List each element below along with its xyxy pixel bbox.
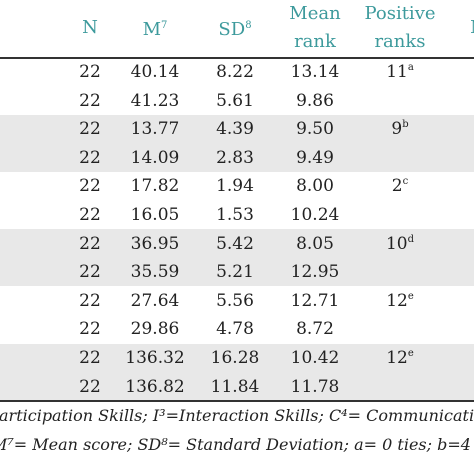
superscript: a: [407, 62, 414, 73]
table-cell: 9.50: [296, 119, 334, 140]
table-cell: 5.61: [216, 90, 254, 111]
table-cell: 16.05: [130, 205, 180, 225]
header-rule: [0, 57, 474, 59]
table-cell: 22: [79, 205, 101, 225]
table-cell: 35.59: [130, 262, 180, 283]
table-cell: 5.42: [216, 233, 254, 254]
table-cell: 9b: [391, 119, 408, 139]
table-cell: 22: [79, 376, 101, 397]
header-cell: Positive ranks: [355, 0, 445, 56]
header-cell: SD8: [218, 12, 251, 44]
table-cell: 12.95: [290, 262, 340, 283]
table-cell: 12e: [386, 291, 414, 311]
table-cell: 8.22: [216, 62, 254, 82]
table-cell: 27.64: [130, 290, 180, 311]
table-cell: 12.71: [290, 290, 340, 311]
superscript: d: [407, 233, 415, 245]
footnote: M⁷= Mean score; SD⁸= Standard Deviation;…: [0, 435, 474, 454]
cell-text: 12: [386, 290, 408, 311]
superscript: c: [402, 176, 409, 188]
superscript: 7: [161, 20, 168, 31]
table-cell: 136.82: [125, 376, 185, 397]
table-cell: 1.53: [216, 205, 254, 225]
superscript: b: [402, 119, 409, 131]
table-cell: 4.78: [216, 319, 254, 340]
table-cell: 22: [79, 147, 101, 168]
row-band: [0, 114, 474, 172]
table-cell: 36.95: [130, 233, 180, 254]
table-cell: 29.86: [130, 319, 180, 340]
cell-text: N: [470, 17, 474, 38]
cell-text: 12: [386, 348, 408, 368]
table-cell: 8.05: [296, 233, 334, 254]
row-band: [0, 229, 474, 287]
header-cell: Mean rank: [270, 0, 360, 56]
table-cell: 4.39: [216, 119, 254, 140]
table-cell: 41.23: [130, 90, 180, 111]
table-cell: 10.24: [290, 205, 340, 225]
table-cell: 16.28: [210, 348, 260, 368]
table-cell: 22: [79, 348, 101, 368]
table-cell: 22: [79, 119, 101, 140]
table-cell: 22: [79, 319, 101, 340]
cell-text: SD: [218, 19, 246, 40]
table-cell: 1.94: [216, 176, 254, 197]
table-cell: 8.00: [296, 176, 334, 197]
table-cell: 14.09: [130, 147, 180, 168]
table-cell: 40.14: [130, 62, 180, 82]
superscript: 8: [245, 20, 252, 31]
cell-text: Mean rank: [289, 3, 341, 52]
table-cell: 8.72: [296, 319, 334, 340]
cell-text: 11: [386, 62, 408, 82]
table-cell: 136.32: [125, 348, 185, 368]
cell-text: 10: [385, 233, 408, 254]
cell-text: N: [82, 17, 98, 38]
bottom-rule: [0, 400, 474, 403]
table-cell: 5.56: [216, 290, 254, 311]
table-cell: 11.78: [290, 376, 340, 397]
table-cell: 13.77: [130, 119, 180, 140]
cell-text: 9: [391, 119, 403, 140]
cell-text: Positive ranks: [364, 3, 436, 52]
table-cell: 22: [79, 290, 101, 311]
table-cell: 11.84: [210, 376, 260, 397]
table-cell: 17.82: [130, 176, 180, 197]
table-cell: 2.83: [216, 147, 254, 168]
table-cell: 11a: [386, 62, 414, 82]
superscript: e: [407, 290, 414, 302]
table-cell: 9.49: [296, 147, 334, 168]
header-cell: N: [82, 14, 98, 42]
table-cell: 10d: [386, 234, 414, 254]
table-cell: 22: [79, 233, 101, 254]
table-cell: 2c: [392, 176, 408, 196]
table-cell: 13.14: [290, 62, 340, 82]
header-cell: M7: [143, 12, 168, 44]
cell-text: M: [142, 19, 162, 40]
footnote: articipation Skills; I³=Interaction Skil…: [0, 406, 474, 425]
header-cell: N: [433, 14, 474, 42]
table-cell: 22: [79, 262, 101, 283]
table-cell: 22: [79, 90, 101, 111]
table-cell: 9.86: [296, 90, 334, 111]
table-cell: 12e: [386, 348, 414, 368]
cell-text: 2: [391, 176, 403, 197]
table-cell: 22: [79, 176, 101, 197]
table-cell: 10.42: [290, 348, 340, 368]
superscript: e: [407, 348, 414, 359]
table-cell: 5.21: [216, 262, 254, 283]
row-band: [0, 343, 474, 401]
table-cell: 22: [79, 62, 101, 82]
